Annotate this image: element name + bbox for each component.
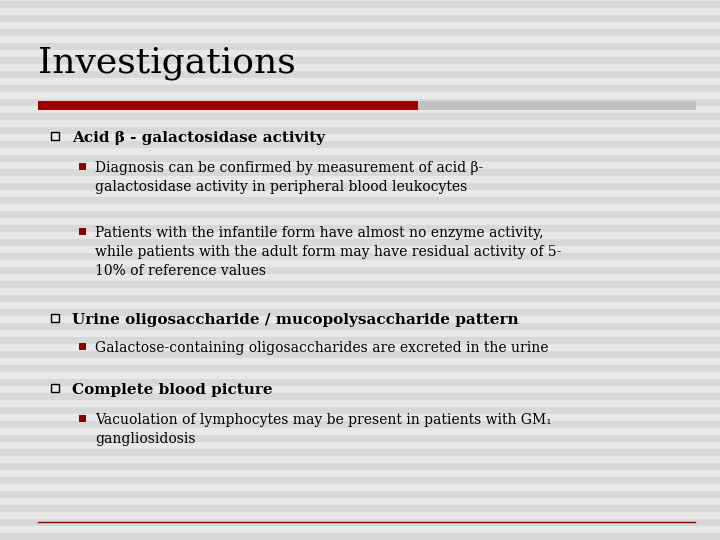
Text: Investigations: Investigations <box>38 46 296 80</box>
Bar <box>0 29 720 36</box>
Bar <box>0 1 720 8</box>
Bar <box>0 449 720 456</box>
Bar <box>0 127 720 134</box>
Bar <box>418 101 696 110</box>
Bar <box>0 85 720 92</box>
Bar <box>51 384 59 392</box>
Bar <box>0 491 720 498</box>
Bar <box>0 463 720 470</box>
Bar <box>38 101 418 110</box>
Bar <box>0 169 720 176</box>
Text: Diagnosis can be confirmed by measurement of acid β-
galactosidase activity in p: Diagnosis can be confirmed by measuremen… <box>95 161 483 194</box>
Bar <box>0 379 720 386</box>
Bar <box>0 435 720 442</box>
Bar <box>0 407 720 414</box>
Bar <box>0 323 720 330</box>
Bar <box>0 253 720 260</box>
Bar <box>78 227 86 234</box>
Bar <box>0 57 720 64</box>
Text: Galactose-containing oligosaccharides are excreted in the urine: Galactose-containing oligosaccharides ar… <box>95 341 549 355</box>
Bar <box>0 365 720 372</box>
Bar <box>0 197 720 204</box>
Bar <box>0 295 720 302</box>
Bar <box>0 141 720 148</box>
Bar <box>0 421 720 428</box>
Bar <box>0 351 720 358</box>
Bar <box>0 393 720 400</box>
Bar <box>0 533 720 540</box>
Bar <box>0 183 720 190</box>
Bar <box>0 43 720 50</box>
Bar <box>51 132 59 140</box>
Bar <box>0 505 720 512</box>
Bar <box>0 99 720 106</box>
Text: Vacuolation of lymphocytes may be present in patients with GM₁
gangliosidosis: Vacuolation of lymphocytes may be presen… <box>95 413 552 446</box>
Bar <box>0 71 720 78</box>
Text: Patients with the infantile form have almost no enzyme activity,
while patients : Patients with the infantile form have al… <box>95 226 562 278</box>
Bar <box>0 113 720 120</box>
Bar <box>78 163 86 170</box>
Text: Urine oligosaccharide / mucopolysaccharide pattern: Urine oligosaccharide / mucopolysacchari… <box>72 313 518 327</box>
Bar <box>0 309 720 316</box>
Bar <box>0 519 720 526</box>
Bar <box>51 314 59 322</box>
Bar <box>0 267 720 274</box>
Bar <box>0 15 720 22</box>
Text: Complete blood picture: Complete blood picture <box>72 383 273 397</box>
Bar <box>78 342 86 349</box>
Bar <box>0 477 720 484</box>
Bar <box>0 211 720 218</box>
Bar <box>0 337 720 344</box>
Bar <box>0 225 720 232</box>
Bar <box>0 155 720 162</box>
Bar <box>78 415 86 422</box>
Text: Acid β - galactosidase activity: Acid β - galactosidase activity <box>72 131 325 145</box>
Bar <box>0 281 720 288</box>
Bar <box>0 239 720 246</box>
